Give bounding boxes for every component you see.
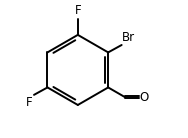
Text: Br: Br: [122, 31, 135, 44]
Text: F: F: [26, 95, 33, 108]
Text: F: F: [74, 4, 81, 17]
Text: O: O: [140, 91, 149, 104]
